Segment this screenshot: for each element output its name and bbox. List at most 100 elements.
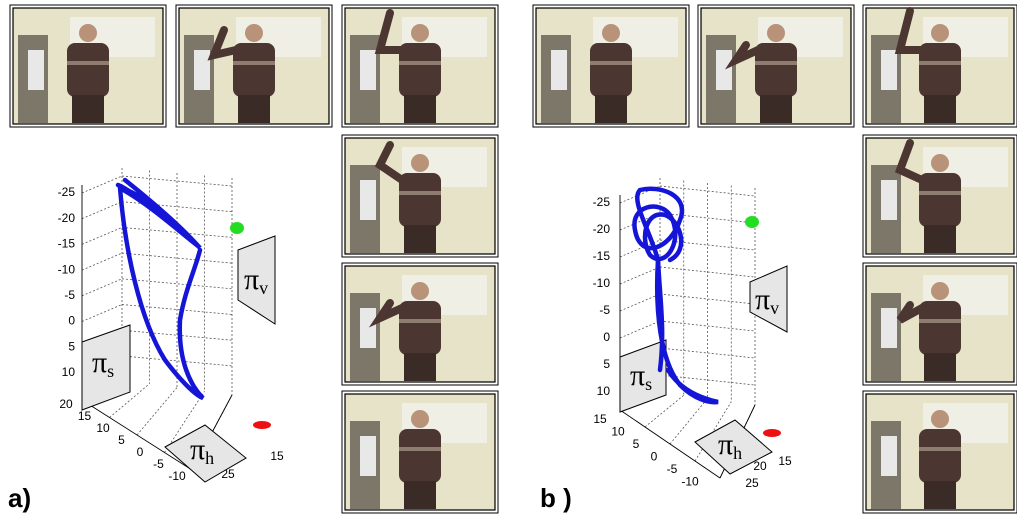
z-tick-label: -20 bbox=[593, 222, 611, 236]
plane-subscript: h bbox=[733, 443, 742, 463]
front-tick-label: -10 bbox=[168, 469, 186, 483]
photo bbox=[175, 4, 333, 128]
grid-line bbox=[694, 401, 732, 462]
plane-symbol: π bbox=[630, 359, 645, 392]
plane bbox=[164, 424, 247, 483]
z-tick-label: 10 bbox=[62, 365, 76, 379]
photo bbox=[862, 390, 1017, 514]
front-tick-label: 20 bbox=[59, 397, 73, 411]
trajectory-cluster bbox=[745, 216, 759, 228]
plane bbox=[749, 265, 788, 333]
photo bbox=[862, 262, 1017, 386]
photo bbox=[532, 4, 690, 128]
z-tick-label: -15 bbox=[593, 249, 611, 263]
grid-line bbox=[164, 391, 205, 453]
z-tick-label: -5 bbox=[599, 303, 610, 317]
grid-line bbox=[121, 201, 233, 213]
z-tick-label: -20 bbox=[58, 211, 76, 225]
grid-line bbox=[81, 201, 123, 220]
plane-label: πv bbox=[755, 283, 779, 318]
photo bbox=[9, 4, 167, 128]
z-tick-label: 10 bbox=[597, 384, 611, 398]
panel-label: a) bbox=[8, 483, 31, 513]
side-tick-label: 15 bbox=[778, 454, 792, 468]
plane bbox=[619, 339, 667, 413]
grid-line bbox=[121, 278, 233, 290]
z-tick-label: 0 bbox=[68, 314, 75, 328]
grid-line bbox=[619, 266, 661, 285]
plane bbox=[81, 324, 131, 411]
grid-line bbox=[644, 394, 685, 428]
trajectory-cluster bbox=[763, 429, 781, 437]
z-tick-label: -10 bbox=[58, 262, 76, 276]
plane-symbol: π bbox=[190, 433, 205, 466]
grid-line bbox=[81, 175, 123, 194]
front-tick-label: 5 bbox=[633, 437, 640, 451]
front-tick-label: 15 bbox=[593, 412, 607, 426]
photo bbox=[341, 4, 499, 128]
photo bbox=[862, 134, 1017, 258]
grid-line bbox=[121, 355, 233, 367]
front-tick-label: 10 bbox=[96, 421, 110, 435]
photo bbox=[341, 390, 499, 514]
grid-line bbox=[81, 252, 123, 271]
side-tick-label: 25 bbox=[745, 476, 759, 490]
plane-subscript: s bbox=[645, 374, 652, 394]
z-tick-label: -10 bbox=[593, 276, 611, 290]
side-tick-label: 20 bbox=[753, 459, 767, 473]
trajectory bbox=[632, 186, 685, 373]
front-tick-label: 10 bbox=[611, 425, 625, 439]
plane-label: πh bbox=[718, 428, 742, 463]
z-tick-label: 0 bbox=[603, 330, 610, 344]
plane-subscript: v bbox=[770, 298, 779, 318]
side-tick-label: 15 bbox=[270, 449, 284, 463]
photo bbox=[862, 4, 1017, 128]
z-tick-label: -5 bbox=[64, 288, 75, 302]
plane-label: πv bbox=[244, 263, 268, 298]
plane-label: πs bbox=[92, 346, 114, 381]
grid-line bbox=[121, 252, 233, 264]
grid-line bbox=[136, 387, 178, 436]
grid-line bbox=[109, 383, 150, 418]
photo bbox=[697, 4, 855, 128]
grid-line bbox=[121, 227, 233, 238]
plane-subscript: s bbox=[107, 361, 114, 381]
trajectory-cluster bbox=[253, 421, 271, 429]
front-tick-label: 5 bbox=[118, 433, 125, 447]
z-tick-label: -15 bbox=[58, 237, 76, 251]
plane-symbol: π bbox=[755, 283, 770, 316]
grid-line bbox=[81, 399, 193, 471]
z-tick-label: 5 bbox=[603, 357, 610, 371]
plane bbox=[237, 235, 276, 325]
trajectory bbox=[654, 257, 719, 405]
photo bbox=[341, 262, 499, 386]
front-tick-label: 0 bbox=[137, 445, 144, 459]
grid-line bbox=[81, 227, 123, 245]
z-tick-label: 5 bbox=[68, 339, 75, 353]
grid-line bbox=[121, 329, 233, 341]
front-tick-label: -10 bbox=[681, 475, 699, 489]
z-tick-label: -25 bbox=[593, 195, 611, 209]
grid-line bbox=[619, 409, 721, 479]
panel-label: b ) bbox=[540, 483, 572, 513]
plane-subscript: h bbox=[205, 448, 214, 468]
grid-line bbox=[669, 398, 708, 445]
photo bbox=[341, 134, 499, 258]
grid-line bbox=[619, 293, 661, 312]
plane-symbol: π bbox=[92, 346, 107, 379]
front-tick-label: 15 bbox=[78, 409, 92, 423]
plane-label: πs bbox=[630, 359, 652, 394]
front-tick-label: -5 bbox=[153, 457, 164, 471]
grid-line bbox=[659, 320, 756, 332]
plane-subscript: v bbox=[259, 278, 268, 298]
trajectory bbox=[115, 177, 202, 250]
grid-line bbox=[121, 304, 233, 315]
plane-symbol: π bbox=[244, 263, 259, 296]
grid-line bbox=[81, 278, 123, 297]
front-tick-label: 0 bbox=[651, 450, 658, 464]
plane bbox=[694, 419, 773, 475]
trajectory-cluster bbox=[230, 222, 244, 234]
grid-line bbox=[121, 175, 233, 187]
